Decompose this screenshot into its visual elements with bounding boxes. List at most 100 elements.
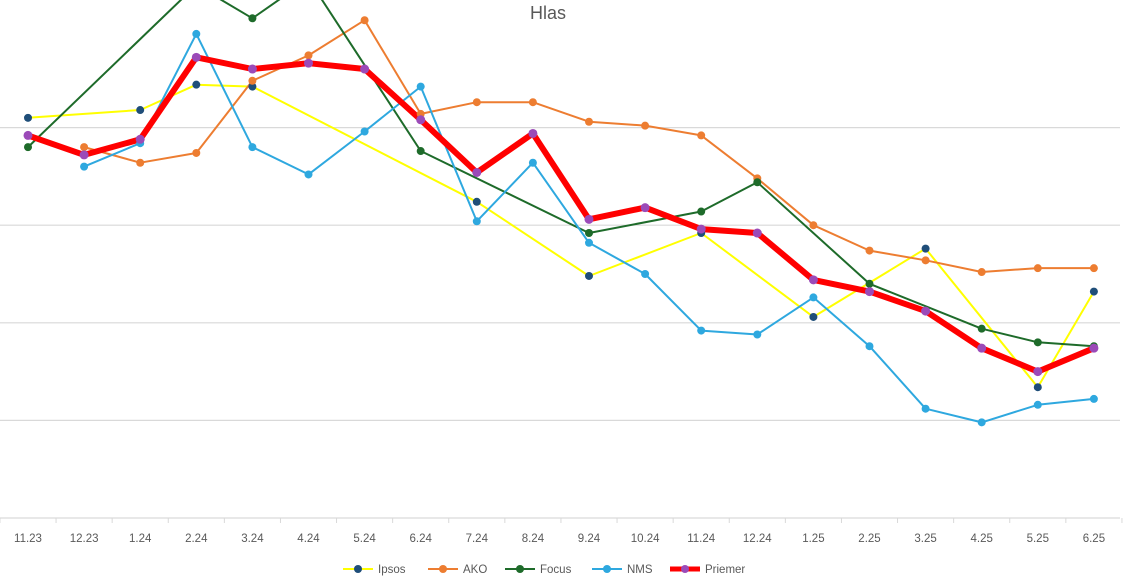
series-line-priemer [25, 54, 1097, 375]
x-tick-label: 9.24 [578, 533, 601, 545]
data-point-focus [24, 143, 32, 152]
x-tick-label: 6.24 [410, 533, 433, 545]
x-tick-label: 4.25 [971, 533, 993, 545]
data-point-nms [472, 217, 481, 226]
data-point-priemer [808, 275, 818, 285]
legend-label: NMS [627, 564, 653, 576]
data-point-priemer [640, 203, 650, 213]
x-tick-label: 11.24 [687, 533, 716, 545]
data-point-priemer [472, 167, 482, 177]
data-point-ako [809, 221, 818, 230]
data-point-nms [1089, 394, 1098, 403]
data-point-ipsos [1089, 287, 1098, 296]
data-point-priemer [528, 128, 538, 138]
data-point-ako [921, 256, 930, 265]
data-point-nms [248, 143, 257, 152]
data-point-nms [921, 404, 930, 413]
data-point-ipsos [248, 82, 257, 91]
data-point-ipsos [1033, 383, 1042, 392]
x-tick-label: 2.24 [185, 533, 208, 545]
data-point-ako [585, 117, 593, 126]
data-point-focus [697, 207, 706, 216]
legend-marker [603, 565, 611, 573]
x-tick-label: 6.25 [1083, 533, 1105, 545]
series-line-ipsos [27, 83, 1095, 389]
data-point-nms [865, 342, 874, 351]
data-point-nms [753, 330, 762, 339]
data-point-nms [1033, 400, 1042, 409]
data-point-nms [304, 170, 313, 179]
legend-item-ipsos: Ipsos [343, 564, 406, 576]
series-markers [23, 14, 1099, 427]
data-point-priemer [247, 64, 257, 74]
data-point-focus [753, 178, 762, 187]
data-point-priemer [584, 214, 594, 224]
x-axis [0, 517, 1123, 523]
data-point-nms [977, 418, 986, 427]
data-point-ako [865, 246, 874, 255]
data-point-ipsos [585, 271, 593, 280]
data-point-priemer [1089, 343, 1099, 353]
data-point-ako [248, 76, 257, 85]
data-point-ipsos [472, 197, 481, 206]
data-point-ipsos [24, 113, 32, 122]
legend-label: Focus [540, 564, 572, 576]
data-point-priemer [977, 343, 987, 353]
chart-title: Hlas [530, 3, 566, 23]
data-point-ako [360, 16, 369, 25]
data-point-nms [416, 82, 425, 91]
data-point-ako [472, 98, 481, 107]
legend-marker [439, 565, 447, 573]
legend-label: Priemer [705, 564, 745, 576]
data-point-ipsos [809, 312, 818, 321]
data-point-priemer [79, 150, 89, 160]
gridlines [0, 126, 1120, 421]
data-point-priemer [23, 130, 33, 140]
series-lines [25, 0, 1097, 424]
x-tick-label: 7.24 [466, 533, 489, 545]
data-point-nms [528, 158, 537, 167]
data-point-ako [641, 121, 650, 130]
data-point-ipsos [136, 106, 145, 115]
x-tick-label: 1.25 [802, 533, 824, 545]
data-point-priemer [921, 306, 931, 316]
data-point-ako [1089, 264, 1098, 273]
data-point-ako [528, 98, 537, 107]
legend-marker [354, 565, 362, 573]
data-point-nms [641, 270, 650, 278]
x-tick-label: 12.24 [743, 533, 772, 545]
data-point-ako [304, 51, 313, 60]
legend-marker [681, 565, 689, 573]
data-point-priemer [696, 224, 706, 234]
x-tick-label: 1.24 [129, 533, 152, 545]
legend-item-focus: Focus [505, 564, 572, 576]
data-point-focus [1033, 338, 1042, 347]
x-tick-label: 8.24 [522, 533, 545, 545]
data-point-focus [865, 279, 874, 288]
data-point-ako [1033, 264, 1042, 273]
data-point-priemer [865, 287, 874, 297]
legend-marker [516, 565, 524, 573]
x-tick-label: 3.24 [241, 533, 264, 545]
legend-label: Ipsos [378, 564, 406, 576]
data-point-nms [585, 238, 593, 247]
data-point-nms [192, 29, 201, 38]
legend-item-ako: AKO [428, 564, 487, 576]
data-point-nms [809, 293, 818, 302]
data-point-ipsos [921, 244, 930, 253]
legend-label: AKO [463, 564, 487, 576]
data-point-priemer [416, 115, 426, 125]
data-point-priemer [360, 64, 370, 74]
data-point-priemer [191, 52, 201, 62]
data-point-ipsos [192, 80, 201, 89]
data-point-priemer [1033, 367, 1043, 377]
x-tick-label: 5.25 [1027, 533, 1049, 545]
legend-item-nms: NMS [592, 564, 653, 576]
x-tick-label: 3.25 [914, 533, 936, 545]
series-line-focus [27, 0, 1095, 348]
legend-item-priemer: Priemer [670, 564, 745, 576]
data-point-ako [80, 143, 89, 152]
data-point-ako [136, 158, 145, 167]
data-point-ako [977, 268, 986, 277]
